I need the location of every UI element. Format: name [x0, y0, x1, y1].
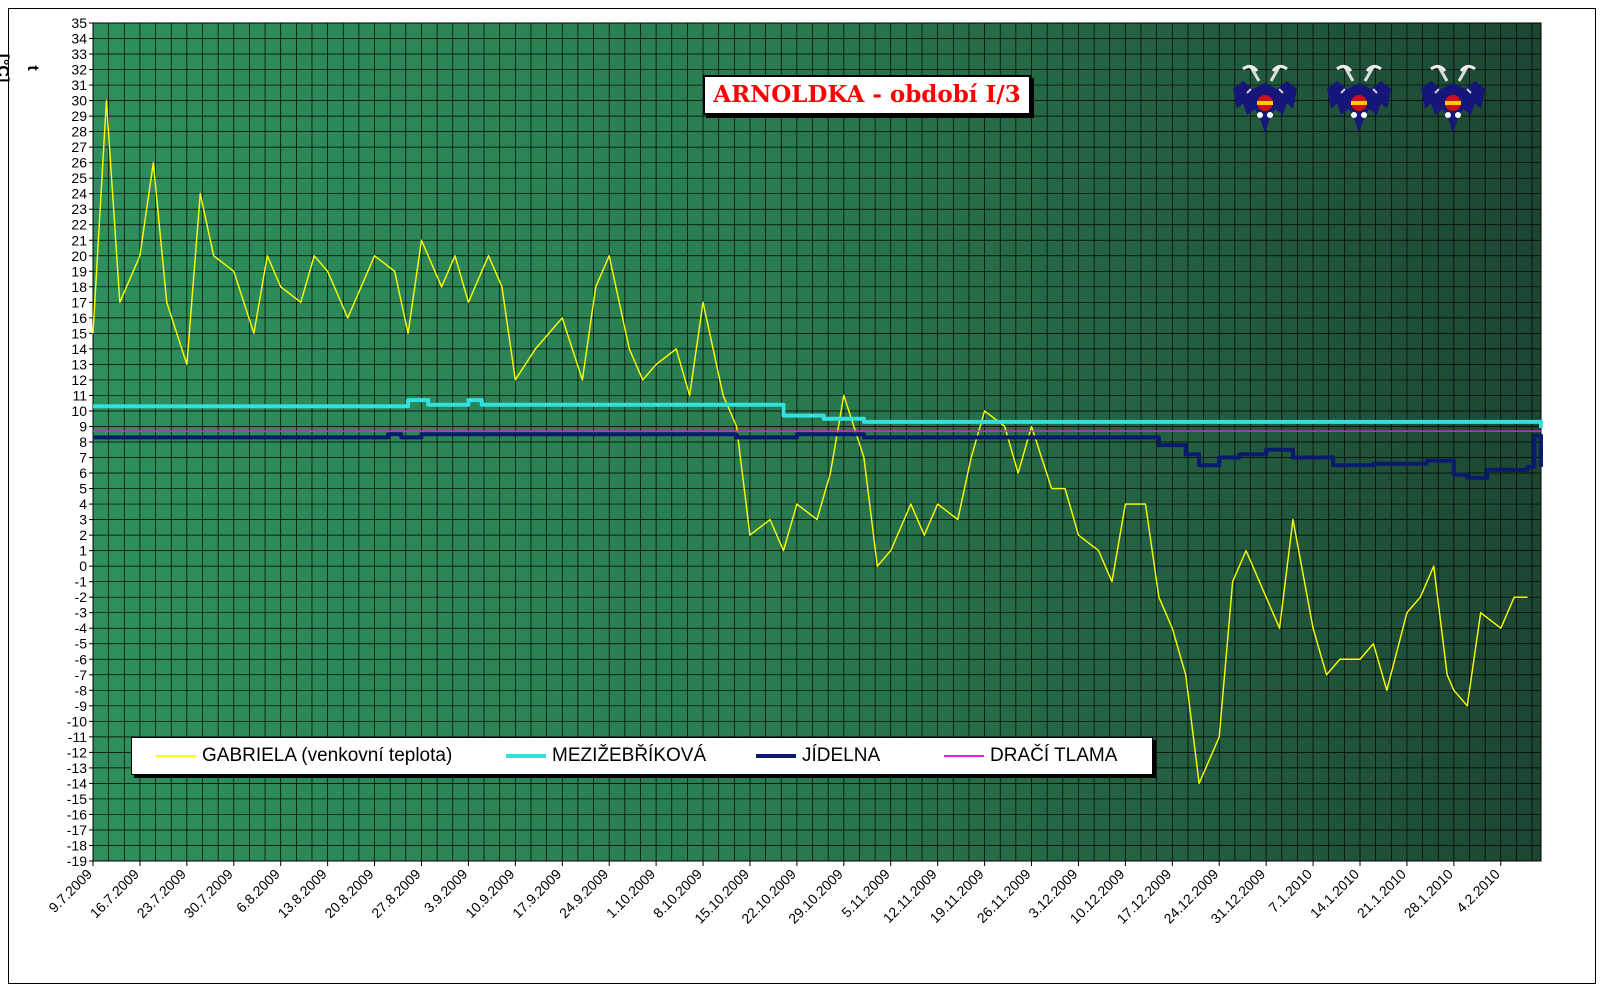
y-tick-label: -4 [75, 620, 88, 636]
bat-icon [1229, 59, 1301, 137]
y-tick-label: -13 [67, 760, 87, 776]
legend-label: DRAČÍ TLAMA [990, 745, 1118, 766]
x-tick-label: 28.1.2010 [1401, 866, 1457, 922]
y-tick-label: 21 [71, 232, 87, 248]
y-tick-label: 0 [79, 558, 87, 574]
x-tick-label: 16.7.2009 [87, 866, 143, 922]
y-tick-label: 29 [71, 108, 87, 124]
y-tick-label: 11 [72, 387, 87, 403]
y-tick-label: 1 [79, 543, 87, 559]
y-tick-label: -2 [75, 589, 88, 605]
y-tick-label: -11 [68, 729, 87, 745]
y-tick-label: -18 [67, 837, 87, 853]
legend-label: JÍDELNA [802, 745, 881, 766]
y-tick-label: 24 [71, 186, 87, 202]
y-tick-label: 15 [71, 325, 87, 341]
y-tick-label: 35 [71, 15, 87, 31]
line-chart: -19-18-17-16-15-14-13-12-11-10-9-8-7-6-5… [45, 15, 1543, 927]
x-tick-label: 20.8.2009 [321, 866, 377, 922]
y-tick-label: 19 [71, 263, 87, 279]
y-tick-label: 26 [71, 155, 87, 171]
bat-icon [1323, 59, 1395, 137]
y-tick-label: 17 [71, 294, 87, 310]
y-tick-label: -3 [75, 605, 88, 621]
y-tick-label: 5 [79, 481, 87, 497]
y-tick-label: 20 [71, 248, 87, 264]
y-tick-label: 6 [79, 465, 87, 481]
y-tick-label: -5 [75, 636, 88, 652]
x-tick-label: 1.10.2009 [603, 866, 659, 922]
y-tick-label: 27 [71, 139, 87, 155]
y-tick-label: -10 [67, 713, 87, 729]
y-tick-label: 28 [71, 124, 87, 140]
y-tick-label: -17 [67, 822, 87, 838]
y-tick-label: 18 [71, 279, 87, 295]
series-line-2 [93, 432, 1543, 480]
legend-swatch [156, 754, 196, 757]
y-tick-label: 32 [71, 62, 87, 78]
x-tick-label: 24.9.2009 [556, 866, 612, 922]
x-tick-label: 14.1.2010 [1307, 866, 1363, 922]
y-tick-label: -14 [67, 775, 87, 791]
y-tick-label: 25 [71, 170, 87, 186]
y-tick-label: 8 [79, 434, 87, 450]
y-tick-label: 16 [71, 310, 87, 326]
y-tick-label: -15 [67, 791, 87, 807]
legend-label: MEZIŽEBŘÍKOVÁ [552, 745, 707, 766]
x-tick-label: 30.7.2009 [181, 866, 237, 922]
legend-label: GABRIELA (venkovní teplota) [202, 745, 453, 766]
y-tick-label: -8 [75, 682, 88, 698]
legend-swatch [944, 754, 984, 757]
chart-frame: -19 -18 -17 -16 -15 -14 -13 -12 -11 -10 -9 -8 -7 -6 -5… [0, 8, 1596, 984]
y-tick-label: -19 [67, 853, 87, 869]
legend-entry: GABRIELA (venkovní teplota) [156, 738, 452, 774]
series-line-0 [92, 99, 1528, 785]
y-tick-label: 30 [71, 93, 87, 109]
y-tick-label: 10 [71, 403, 87, 419]
y-tick-label: -12 [67, 744, 87, 760]
y-tick-label: 33 [71, 46, 87, 62]
y-tick-label: -7 [75, 667, 88, 683]
x-tick-label: 10.9.2009 [462, 866, 518, 922]
y-tick-label: -6 [75, 651, 88, 667]
y-tick-label: 34 [71, 31, 87, 47]
legend: GABRIELA (venkovní teplota) MEZIŽEBŘÍKOVÁ… [131, 737, 1153, 775]
y-tick-label: 23 [71, 201, 87, 217]
legend-entry: MEZIŽEBŘÍKOVÁ [506, 738, 706, 774]
bat-icon [1417, 59, 1489, 137]
y-tick-label: 2 [79, 527, 87, 543]
y-tick-label: -9 [75, 698, 88, 714]
x-tick-label: 21.1.2010 [1354, 866, 1410, 922]
legend-swatch [756, 753, 796, 758]
y-tick-label: 4 [79, 496, 87, 512]
y-tick-label: 14 [71, 341, 87, 357]
y-tick-label: 7 [79, 450, 87, 466]
series-line-1 [93, 398, 1543, 429]
y-tick-label: 22 [71, 217, 87, 233]
y-tick-label: -16 [67, 806, 87, 822]
x-tick-label: 17.9.2009 [509, 866, 565, 922]
y-axis-label: t [°C] [0, 53, 41, 83]
y-tick-label: 13 [71, 356, 87, 372]
legend-entry: DRAČÍ TLAMA [944, 738, 1117, 774]
y-tick-label: 31 [71, 77, 87, 93]
x-tick-label: 27.8.2009 [368, 866, 424, 922]
chart-title: ARNOLDKA - období I/3 [703, 75, 1031, 115]
y-tick-label: 12 [71, 372, 87, 388]
y-tick-label: -1 [75, 574, 88, 590]
legend-swatch [506, 753, 546, 758]
y-tick-label: 9 [79, 418, 87, 434]
y-tick-label: 3 [79, 512, 87, 528]
x-tick-label: 23.7.2009 [134, 866, 190, 922]
legend-entry: JÍDELNA [756, 738, 880, 774]
x-tick-label: 4.2.2010 [1453, 866, 1503, 916]
x-tick-label: 13.8.2009 [274, 866, 330, 922]
